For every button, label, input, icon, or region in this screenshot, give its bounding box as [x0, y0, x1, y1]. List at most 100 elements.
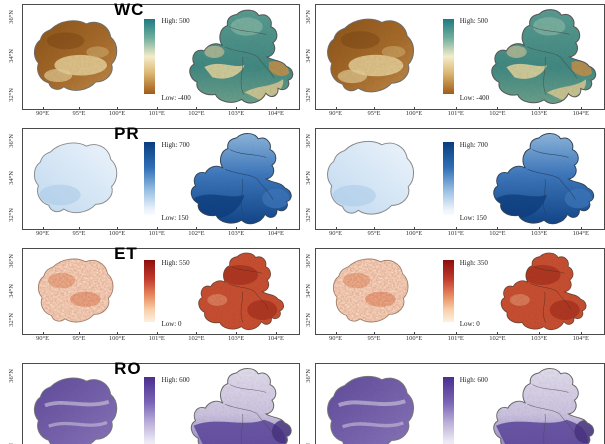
- colorbar-low-label: Low: -400: [161, 93, 191, 102]
- axis-tick-label: 100°E: [108, 227, 126, 237]
- axis-tick-label: 103°E: [530, 227, 548, 237]
- map-frame: High: 600: [315, 363, 605, 444]
- map-frame: High: 350 Low: 0: [315, 248, 605, 335]
- axis-tick-label: 95°E: [367, 107, 381, 117]
- axis-tick-label: 32°N: [7, 313, 15, 327]
- axis-tick-label: 100°E: [108, 107, 126, 117]
- map-frame: ET High: 550 Low: 0: [22, 244, 300, 335]
- panel-ro-left: 36°N34°N RO High: 600: [0, 356, 302, 444]
- axis-tick-label: 36°N: [7, 10, 15, 24]
- x-axis-labels: 90°E 95°E 100°E 101°E 102°E 103°E 104°E: [315, 107, 603, 118]
- raster-map-large: [484, 130, 602, 228]
- axis-tick-label: 104°E: [572, 107, 589, 117]
- axis-tick-label: 103°E: [227, 107, 245, 117]
- axis-tick-label: 102°E: [188, 107, 205, 117]
- colorbar-low-label: Low: -400: [459, 93, 490, 102]
- axis-tick-label: 104°E: [572, 332, 589, 342]
- axis-tick-label: 90°E: [36, 332, 50, 342]
- raster-map-small: [30, 136, 124, 222]
- axis-tick-label: 32°N: [304, 88, 312, 102]
- raster-map-small: [30, 255, 124, 328]
- map-frame: PR High: 700 Low: 150: [22, 124, 300, 230]
- panel-et-right: 36°N 34°N 32°N High: 350 Low: 0 90°E 95°E 10…: [303, 242, 605, 356]
- variable-title: RO: [114, 359, 142, 378]
- axis-tick-label: 101°E: [447, 332, 464, 342]
- axis-tick-label: 34°N: [7, 283, 15, 298]
- variable-title: WC: [114, 0, 145, 19]
- axis-tick-label: 101°E: [148, 332, 165, 342]
- raster-map-large: [184, 130, 297, 228]
- axis-tick-label: 36°N: [304, 10, 312, 24]
- colorbar-high-label: High: 600: [161, 376, 190, 384]
- axis-tick-label: 32°N: [304, 313, 312, 327]
- axis-tick-label: 102°E: [489, 107, 506, 117]
- colorbar-high-label: High: 500: [161, 17, 190, 26]
- raster-map-small: [323, 136, 421, 222]
- axis-tick-label: 95°E: [72, 227, 86, 237]
- colorbar: [144, 18, 156, 95]
- axis-tick-label: 100°E: [108, 332, 126, 342]
- axis-tick-label: 104°E: [267, 227, 284, 237]
- colorbar-low-label: Low: 150: [161, 214, 189, 222]
- variable-title: ET: [114, 244, 138, 263]
- colorbar-high-label: High: 600: [459, 376, 488, 384]
- axis-tick-label: 36°N: [304, 369, 312, 383]
- x-axis-labels: 90°E 95°E 100°E 101°E 102°E 103°E 104°E: [22, 332, 298, 343]
- raster-map-small: [323, 255, 421, 328]
- colorbar: [442, 377, 454, 444]
- colorbar-high-label: High: 700: [161, 141, 190, 149]
- axis-tick-label: 36°N: [7, 369, 15, 383]
- axis-tick-label: 90°E: [329, 227, 343, 237]
- axis-tick-label: 95°E: [72, 107, 86, 117]
- y-axis-labels: 36°N 34°N 32°N: [5, 6, 17, 106]
- colorbar-low-label: Low: 0: [459, 320, 480, 329]
- y-axis-labels: 36°N 34°N 32°N: [302, 130, 314, 226]
- axis-tick-label: 103°E: [530, 107, 548, 117]
- raster-map-large: [184, 365, 297, 444]
- axis-tick-label: 34°N: [7, 171, 15, 185]
- y-axis-labels: 36°N 34°N 32°N: [5, 250, 17, 331]
- raster-map-small: [30, 371, 124, 444]
- panel-pr-right: 36°N 34°N 32°N High: 700 Low: 150 90°E 95°E…: [303, 121, 605, 242]
- axis-tick-label: 90°E: [329, 332, 343, 342]
- axis-tick-label: 34°N: [7, 49, 15, 63]
- panel-ro-right: 36°N34°N High: 600: [303, 356, 605, 444]
- axis-tick-label: 103°E: [227, 227, 245, 237]
- map-frame: WC High: 500 Low: -400: [22, 0, 300, 110]
- raster-map-small: [323, 371, 421, 444]
- raster-map-large: [484, 250, 602, 333]
- map-frame: High: 500 Low: -400: [315, 4, 605, 110]
- colorbar: [144, 260, 156, 323]
- axis-tick-label: 95°E: [367, 332, 381, 342]
- axis-tick-label: 103°E: [227, 332, 245, 342]
- axis-tick-label: 90°E: [329, 107, 343, 117]
- axis-tick-label: 36°N: [7, 134, 15, 148]
- raster-map-large: [184, 6, 297, 108]
- axis-tick-label: 100°E: [405, 107, 423, 117]
- x-axis-labels: 90°E 95°E 100°E 101°E 102°E 103°E 104°E: [22, 107, 298, 118]
- y-axis-labels: 36°N34°N: [302, 365, 314, 444]
- map-frame: RO High: 600: [22, 359, 300, 444]
- axis-tick-label: 104°E: [267, 107, 284, 117]
- axis-tick-label: 101°E: [447, 227, 464, 237]
- axis-tick-label: 36°N: [304, 134, 312, 148]
- colorbar: [144, 377, 156, 444]
- raster-map-large: [484, 365, 602, 444]
- axis-tick-label: 90°E: [36, 227, 50, 237]
- colorbar-low-label: Low: 0: [161, 320, 182, 329]
- colorbar-high-label: High: 700: [459, 141, 488, 149]
- x-axis-labels: 90°E 95°E 100°E 101°E 102°E 103°E 104°E: [22, 227, 298, 238]
- axis-tick-label: 102°E: [188, 332, 205, 342]
- axis-tick-label: 101°E: [148, 227, 165, 237]
- panel-wc-right: 36°N 34°N 32°N High: 500 Low: -400 90°E 95°…: [303, 0, 605, 121]
- colorbar: [144, 142, 156, 215]
- x-axis-labels: 90°E 95°E 100°E 101°E 102°E 103°E 104°E: [315, 332, 603, 343]
- panel-et-left: 36°N 34°N 32°N ET High: 550 Low: 0 90°E 95°…: [0, 242, 302, 356]
- axis-tick-label: 34°N: [304, 171, 312, 185]
- y-axis-labels: 36°N 34°N 32°N: [5, 130, 17, 226]
- axis-tick-label: 101°E: [148, 107, 165, 117]
- axis-tick-label: 95°E: [72, 332, 86, 342]
- axis-tick-label: 102°E: [489, 332, 506, 342]
- axis-tick-label: 100°E: [405, 227, 423, 237]
